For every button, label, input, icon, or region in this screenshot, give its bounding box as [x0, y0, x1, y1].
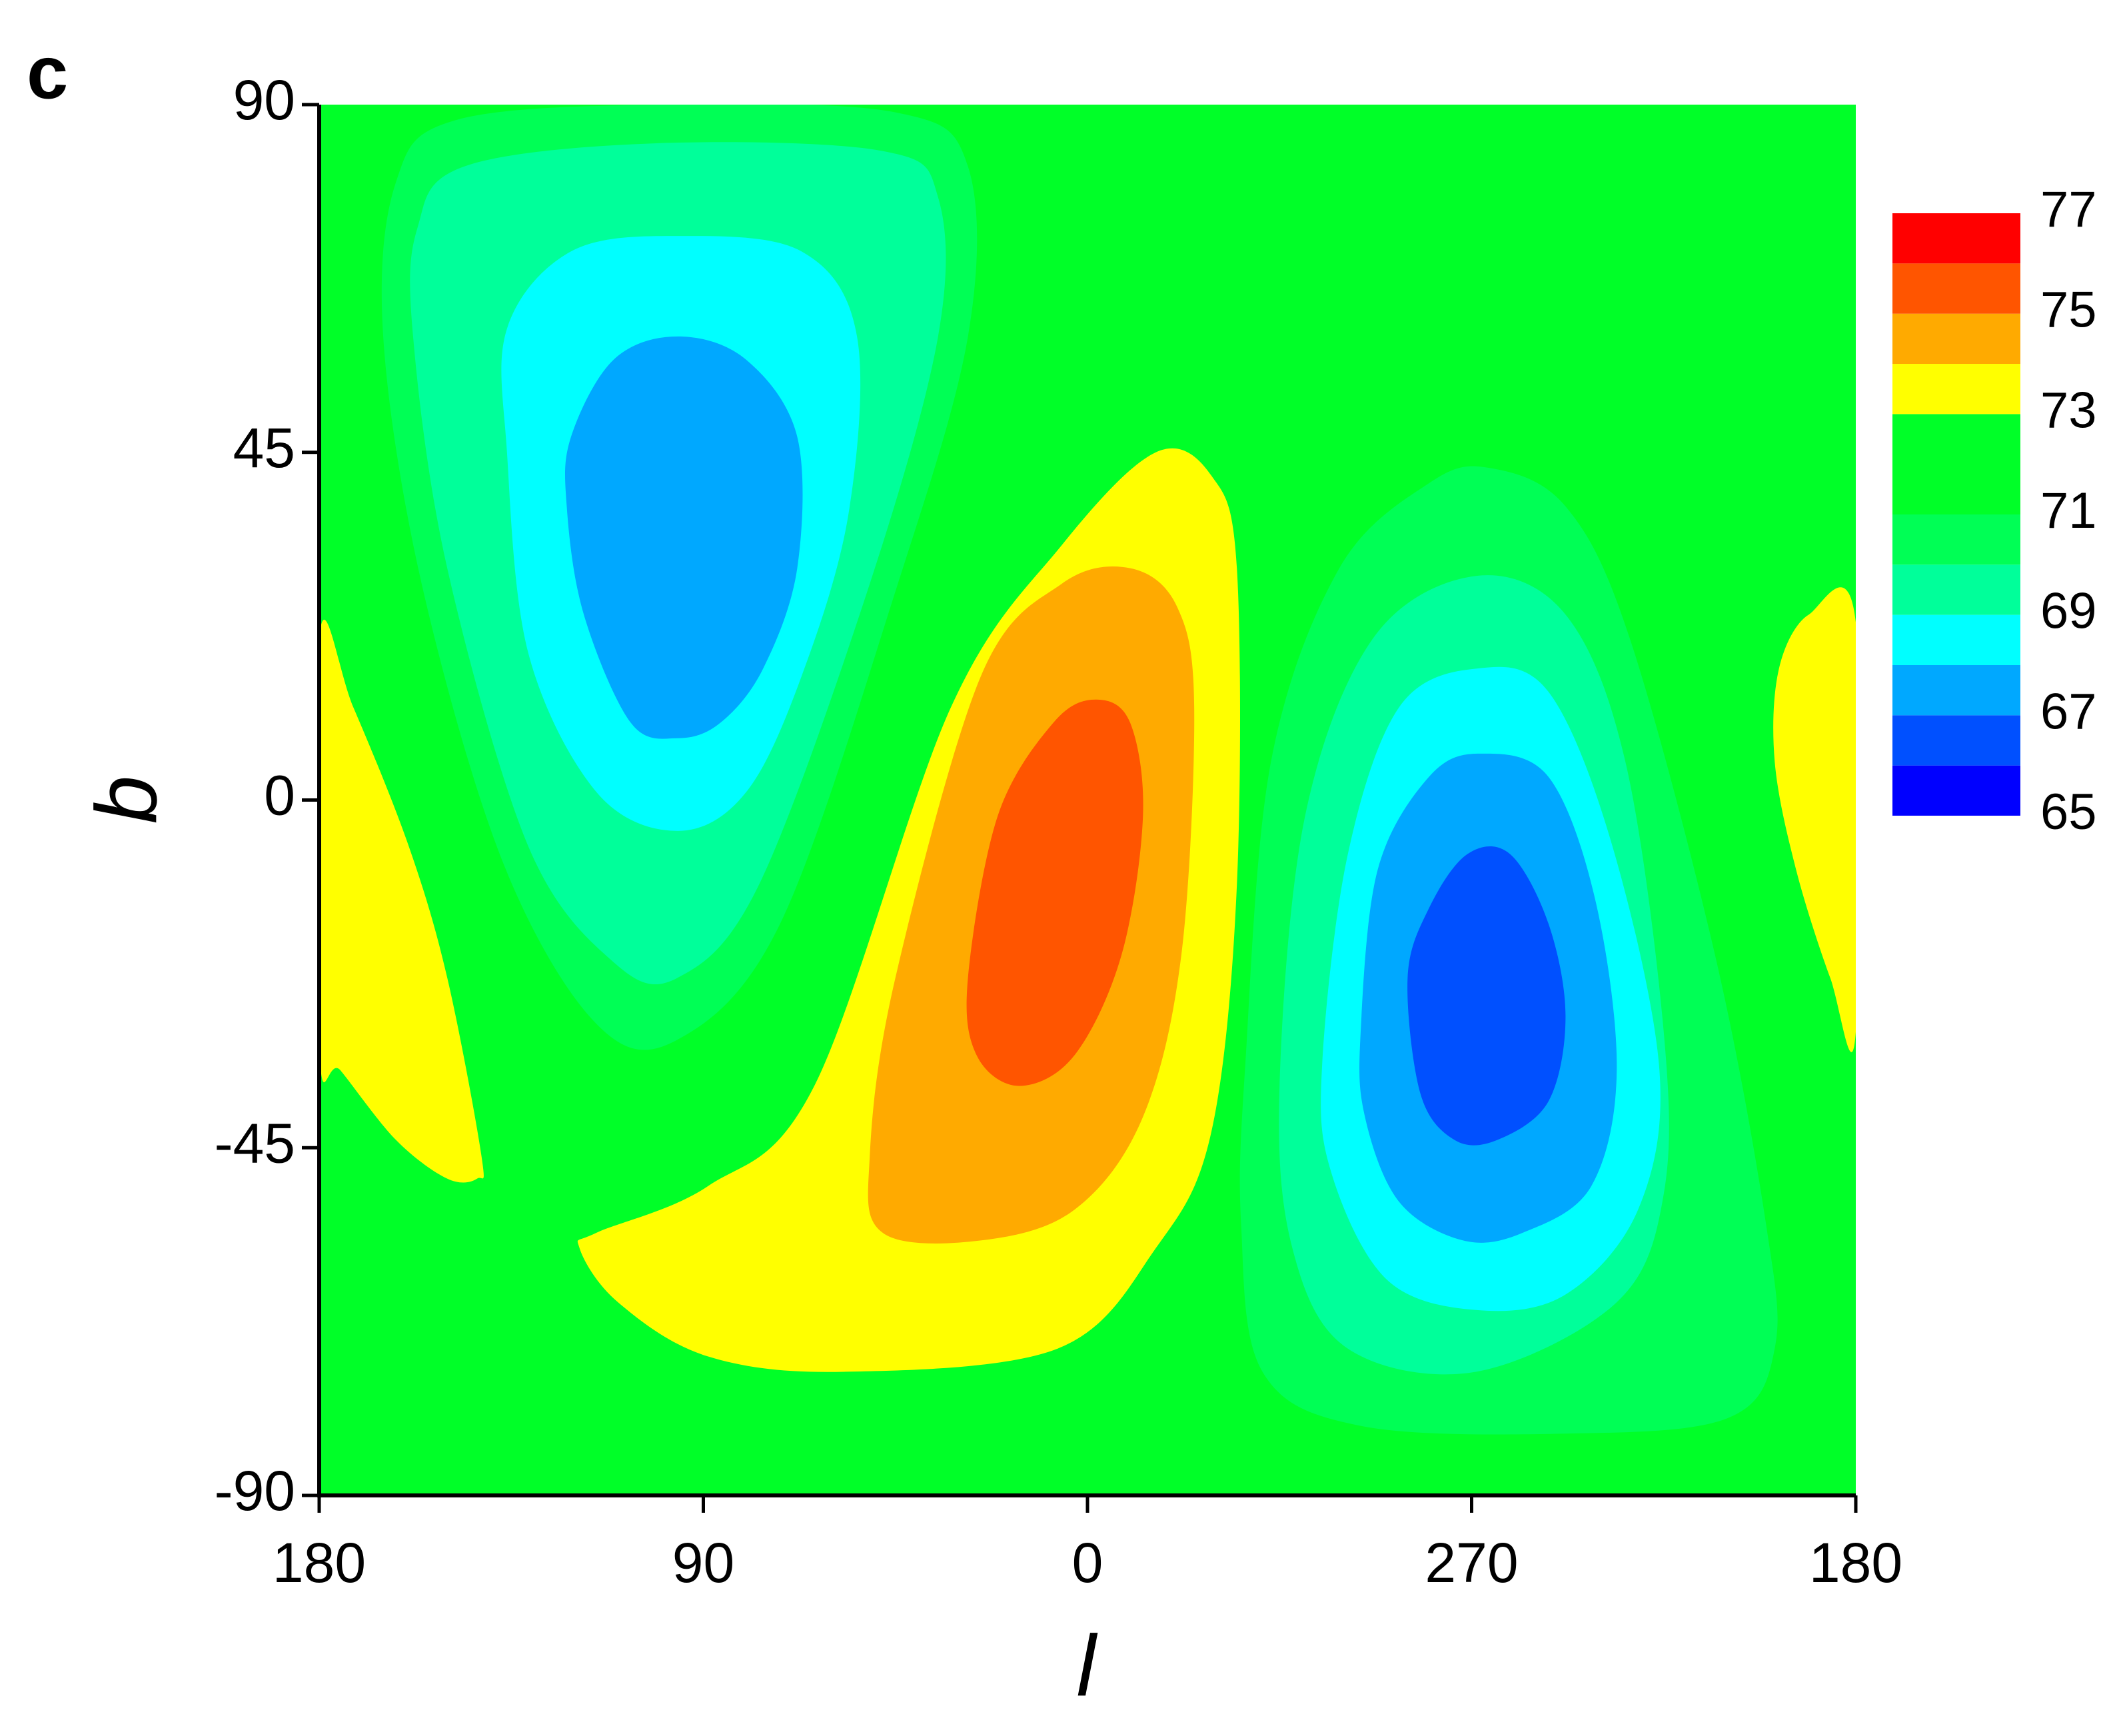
- y-tick-label: 90: [233, 69, 295, 131]
- x-tick-label: 180: [1809, 1531, 1902, 1594]
- colorbar-swatch: [1892, 564, 2020, 615]
- y-tick-label: 45: [233, 417, 295, 479]
- x-tick-label: 0: [1072, 1531, 1103, 1594]
- x-axis-label: l: [1077, 1617, 1098, 1714]
- plot-area: [319, 105, 1856, 1495]
- colorbar-swatch: [1892, 414, 2020, 514]
- x-tick-label: 90: [672, 1531, 734, 1594]
- colorbar-swatch: [1892, 765, 2020, 816]
- colorbar-tick-label: 75: [2040, 282, 2097, 339]
- colorbar-swatch: [1892, 514, 2020, 565]
- x-tick-label: 270: [1425, 1531, 1518, 1594]
- colorbar-swatch: [1892, 715, 2020, 766]
- y-axis-label: b: [77, 776, 175, 824]
- colorbar-tick-label: 77: [2040, 181, 2097, 238]
- colorbar-swatch: [1892, 665, 2020, 716]
- contour-region: [565, 336, 803, 739]
- y-tick-label: 0: [264, 764, 295, 827]
- contour-region: [1773, 587, 1856, 1052]
- contour-region: [319, 619, 484, 1183]
- colorbar-tick-label: 65: [2040, 784, 2097, 840]
- y-tick-label: -45: [215, 1112, 295, 1174]
- panel-label: c: [27, 31, 68, 115]
- colorbar-swatch: [1892, 213, 2020, 264]
- colorbar-tick-label: 69: [2040, 583, 2097, 640]
- x-tick-label: 180: [273, 1531, 366, 1594]
- contour-region: [966, 699, 1143, 1086]
- colorbar-swatch: [1892, 614, 2020, 665]
- colorbar-swatch: [1892, 364, 2020, 415]
- axes: -90 -45 0 45 90 180 90 0 270 180 65 67 69 71 73 75 77: [215, 69, 2097, 1594]
- colorbar-tick-label: 71: [2040, 482, 2097, 539]
- contour-region: [1407, 846, 1566, 1146]
- y-tick-label: -90: [215, 1459, 295, 1522]
- colorbar-tick-label: 73: [2040, 382, 2097, 438]
- colorbar-tick-label: 67: [2040, 683, 2097, 740]
- colorbar-swatch: [1892, 263, 2020, 314]
- colorbar-swatch: [1892, 313, 2020, 364]
